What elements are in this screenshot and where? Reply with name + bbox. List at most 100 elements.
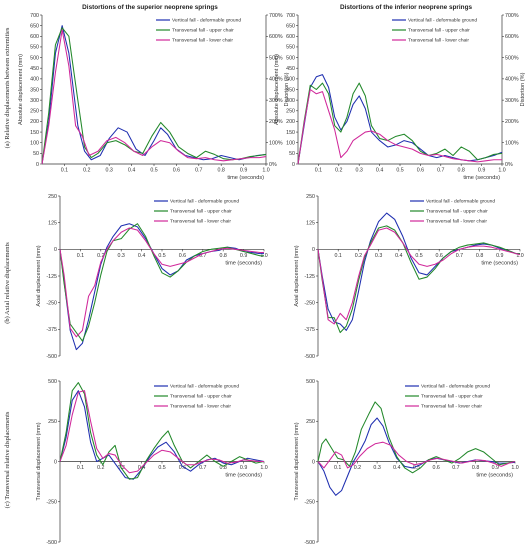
legend-label-2: Transversal fall - upper chair — [421, 394, 483, 400]
chart-panel-c-inferior: 500 250 0 -250 -500 0.1 0.2 0.3 0.4 0.5 0.6 0.7 0.8 0… — [294, 379, 519, 546]
y-tick-label: 400 — [286, 77, 295, 83]
y2-tick-label: 700% — [269, 13, 283, 19]
y-tick-label: 700 — [30, 13, 39, 19]
y-tick-label: 500 — [48, 379, 57, 385]
series-line-2 — [317, 225, 520, 334]
y2-tick-label: 700% — [505, 13, 519, 19]
y-tick-label: 125 — [48, 220, 57, 226]
x-tick-label: 0.5 — [413, 465, 420, 471]
x-tick-label: 0.9 — [240, 253, 247, 259]
x-tick-label: 0.3 — [373, 465, 380, 471]
series-line-1 — [41, 25, 267, 165]
x-tick-label: 0.7 — [195, 168, 202, 174]
x-axis-label: time (seconds) — [227, 175, 264, 181]
legend-label-2: Transversal fall - upper chair — [170, 394, 232, 400]
y-axis-label: Axial displacement (mm) — [294, 245, 300, 306]
y-tick-label: 650 — [286, 23, 295, 29]
x-axis-label: time (seconds) — [463, 175, 500, 181]
y2-tick-label: 500% — [269, 55, 283, 61]
x-tick-label: 0.5 — [158, 465, 165, 471]
legend-label-3: Transversal fall - lower chair — [421, 404, 482, 410]
y-tick-label: 350 — [286, 87, 295, 93]
x-tick-label: 0.6 — [436, 253, 443, 259]
x-tick-label: 0.4 — [138, 465, 145, 471]
x-tick-label: 0.9 — [478, 168, 485, 174]
series-line-3 — [59, 390, 264, 474]
x-tick-label: 0.1 — [61, 168, 68, 174]
y2-tick-label: 0% — [269, 162, 277, 168]
x-tick-label: 0.2 — [335, 168, 342, 174]
x-tick-label: 0.2 — [97, 253, 104, 259]
y-tick-label: 300 — [286, 98, 295, 104]
y2-tick-label: 100% — [505, 141, 519, 147]
x-tick-label: 0.1 — [77, 465, 84, 471]
y-tick-label: -500 — [46, 540, 57, 546]
y-tick-label: -250 — [46, 500, 57, 506]
legend-label-3: Transversal fall - lower chair — [170, 404, 231, 410]
x-tick-label: 1.0 — [516, 253, 523, 259]
x-tick-label: 1.0 — [262, 168, 269, 174]
y-tick-label: 500 — [30, 55, 39, 61]
x-tick-label: 0.6 — [417, 168, 424, 174]
x-tick-label: 0.8 — [220, 253, 227, 259]
y2-tick-label: 300% — [505, 98, 519, 104]
x-tick-label: 0.4 — [395, 253, 402, 259]
x-tick-label: 0.9 — [240, 168, 247, 174]
x-axis-label: time (seconds) — [481, 260, 518, 266]
x-tick-label: 0.8 — [458, 168, 465, 174]
x-tick-label: 0.6 — [433, 465, 440, 471]
legend-label-3: Transversal fall - lower chair — [172, 38, 233, 44]
row-label-a: (a) Relative displacements between extre… — [4, 27, 11, 148]
legend-label-3: Transversal fall - lower chair — [408, 38, 469, 44]
y-axis-label: Transversal displacement (mm) — [294, 422, 300, 500]
y-tick-label: 400 — [30, 77, 39, 83]
x-tick-label: 0.5 — [396, 168, 403, 174]
y-tick-label: 300 — [30, 98, 39, 104]
col-title-superior: Distortions of the superior neoprene spr… — [82, 4, 218, 11]
chart-panel-b-superior: 250 125 0 -125 -250 -375 -500 0.1 0.2 0.3 0.4 0.5 0.… — [36, 194, 268, 360]
chart-panel-a-superior: 0 50 100 150 200 250 300 350 400 450 500 550 600 650 7… — [18, 13, 290, 181]
y-tick-label: -250 — [46, 300, 57, 306]
legend-label-2: Transversal fall - upper chair — [408, 28, 470, 34]
y2-tick-label: 400% — [505, 77, 519, 83]
x-tick-label: 0.4 — [376, 168, 383, 174]
y-tick-label: 0 — [36, 162, 39, 168]
y-tick-label: 650 — [30, 23, 39, 29]
series-line-1 — [297, 74, 503, 165]
legend-label-2: Transversal fall - upper chair — [426, 209, 488, 215]
x-tick-label: 0.5 — [158, 253, 165, 259]
row-label-c: (c) Transversal relative displacements — [4, 411, 11, 508]
x-tick-label: 0.9 — [496, 253, 503, 259]
x-tick-label: 0.2 — [83, 168, 90, 174]
y-tick-label: -250 — [304, 300, 315, 306]
y-tick-label: 250 — [286, 109, 295, 115]
y-tick-label: 200 — [30, 119, 39, 125]
series-line-2 — [317, 401, 516, 474]
x-tick-label: 0.8 — [220, 465, 227, 471]
series-line-2 — [59, 382, 265, 480]
y-tick-label: 250 — [48, 194, 57, 200]
legend-label-1: Vertical fall - deformable ground — [421, 384, 490, 390]
y-tick-label: 0 — [312, 247, 315, 253]
y-tick-label: 0 — [292, 162, 295, 168]
x-tick-label: 0.3 — [118, 253, 125, 259]
y-tick-label: -500 — [46, 354, 57, 360]
series-line-3 — [317, 441, 516, 469]
y2-axis-label: Distortion (%) — [284, 72, 290, 106]
x-tick-label: 0.6 — [179, 465, 186, 471]
legend-label-3: Transversal fall - lower chair — [426, 219, 487, 225]
x-tick-label: 0.5 — [415, 253, 422, 259]
y-tick-label: 125 — [306, 220, 315, 226]
x-tick-label: 0.2 — [355, 253, 362, 259]
series-line-2 — [297, 82, 503, 165]
x-tick-label: 0.7 — [452, 465, 459, 471]
x-tick-label: 0.4 — [393, 465, 400, 471]
x-tick-label: 0.1 — [315, 168, 322, 174]
y-tick-label: 100 — [30, 141, 39, 147]
x-tick-label: 0.8 — [476, 253, 483, 259]
x-tick-label: 1.0 — [260, 465, 267, 471]
y2-axis-label: Distortion (%) — [520, 72, 526, 106]
y-axis-label: Absolute displacement (mm) — [18, 54, 24, 125]
